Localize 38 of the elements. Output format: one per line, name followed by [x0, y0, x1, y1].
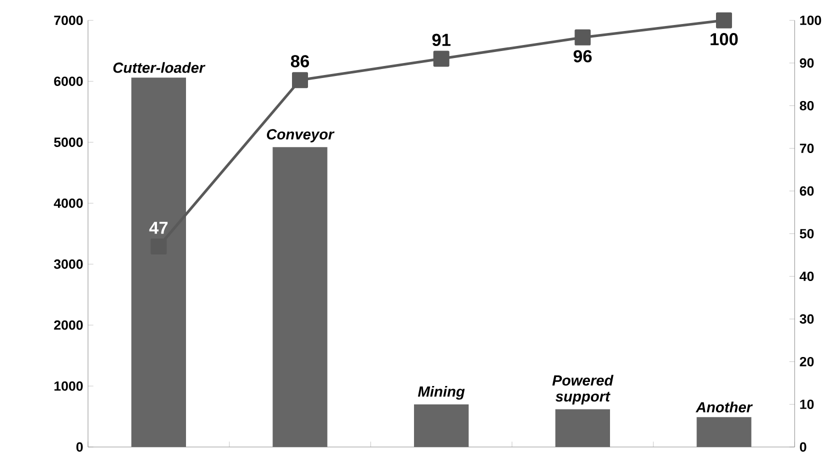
y2-tick-label: 80	[800, 100, 814, 110]
y2-tick-label: 10	[800, 400, 814, 410]
bar	[555, 409, 610, 447]
y2-tick-label: 50	[800, 228, 814, 238]
y-tick-label: 0	[76, 442, 83, 452]
y-tick-label: 5000	[54, 138, 83, 147]
y-tick-label: 2000	[54, 320, 83, 330]
y-tick-label: 6000	[54, 76, 83, 86]
bar	[272, 147, 328, 447]
bar	[131, 78, 186, 447]
y-tick-label: 7000	[54, 16, 83, 26]
x-tick-label: Conveyor	[266, 129, 334, 142]
x-tick-label: Mining	[418, 386, 465, 400]
y-tick-label: 3000	[54, 259, 83, 269]
y2-tick-label: 70	[800, 144, 814, 154]
point	[292, 72, 308, 88]
data-label: 47	[149, 222, 168, 234]
y2-tick-label: 90	[800, 58, 814, 68]
y2-tick-label: 0	[800, 442, 806, 452]
bar	[414, 404, 469, 447]
y2-tick-label: 100	[800, 16, 822, 26]
point	[574, 29, 591, 46]
y-tick-label: 1000	[54, 381, 83, 391]
data-label: 96	[574, 50, 592, 62]
point	[716, 12, 732, 28]
y2-tick-label: 60	[800, 186, 814, 196]
x-tick-label: Another	[696, 402, 753, 412]
x-tick-label: Cutter-loader	[113, 62, 206, 73]
point	[433, 50, 450, 67]
y2-tick-label: 30	[800, 314, 814, 324]
bar	[696, 417, 752, 447]
x-tick-label: Powered support	[552, 374, 614, 404]
y-tick-label: 4000	[54, 198, 83, 208]
data-label: 100	[710, 33, 738, 46]
data-label: 91	[432, 34, 450, 46]
y2-tick-label: 20	[800, 356, 814, 366]
data-label: 86	[290, 55, 310, 68]
y2-tick-label: 40	[800, 272, 814, 282]
